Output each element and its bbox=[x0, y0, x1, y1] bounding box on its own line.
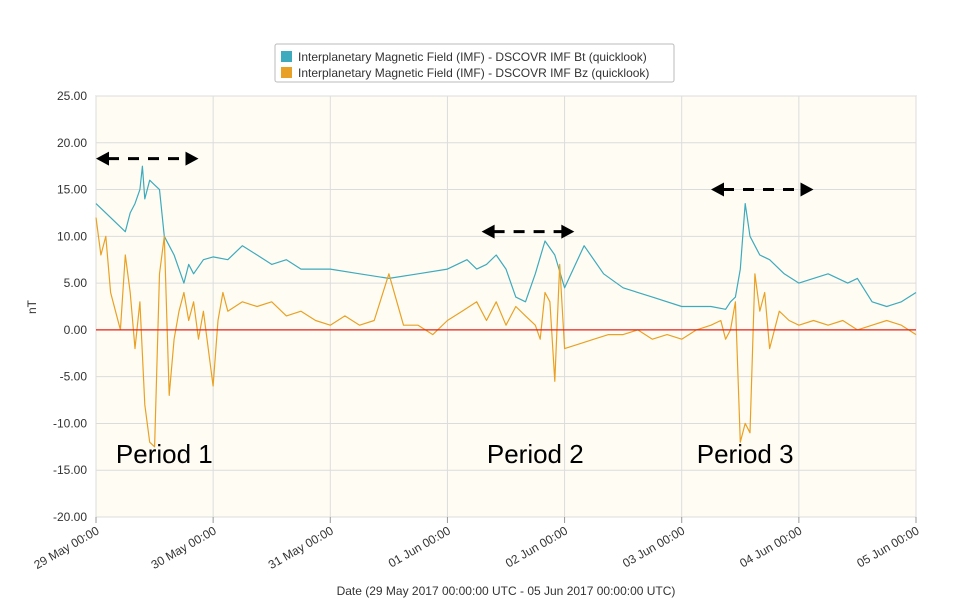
legend-swatch-bt[interactable] bbox=[281, 51, 292, 62]
arrow-right-head bbox=[561, 224, 575, 239]
arrow-left-head bbox=[481, 224, 495, 239]
series-bz-line bbox=[95, 217, 917, 448]
legend-label-bz[interactable]: Interplanetary Magnetic Field (IMF) - DS… bbox=[298, 66, 649, 80]
arrow-right-head bbox=[185, 151, 199, 166]
y-tick-label: -15.00 bbox=[53, 463, 87, 477]
period-2-arrow bbox=[481, 224, 575, 239]
y-tick-label: -10.00 bbox=[53, 416, 87, 430]
y-tick-label: 20.00 bbox=[57, 136, 87, 150]
legend-box bbox=[274, 43, 675, 83]
y-tick-label: 10.00 bbox=[57, 229, 87, 243]
y-tick-label: -20.00 bbox=[53, 510, 87, 524]
y-tick-label: 0.00 bbox=[64, 323, 88, 337]
y-axis-title: nT bbox=[25, 299, 39, 314]
y-tick-label: -5.00 bbox=[60, 370, 88, 384]
arrow-left-head bbox=[711, 182, 724, 197]
series-lines bbox=[95, 165, 917, 448]
period-3-arrow bbox=[711, 182, 814, 197]
legend-swatch-bz[interactable] bbox=[281, 67, 292, 78]
x-axis-title: Date (29 May 2017 00:00:00 UTC - 05 Jun … bbox=[337, 584, 676, 598]
y-tick-label: 5.00 bbox=[64, 276, 88, 290]
arrow-right-head bbox=[800, 182, 814, 197]
y-tick-label: 15.00 bbox=[57, 183, 87, 197]
period-2-label: Period 2 bbox=[487, 439, 584, 469]
legend: Interplanetary Magnetic Field (IMF) - DS… bbox=[274, 43, 675, 83]
period-1-arrow bbox=[96, 151, 199, 166]
period-3-label: Period 3 bbox=[697, 439, 794, 469]
plot-area bbox=[95, 95, 917, 518]
annotations: Period 1 Period 2 Period 3 bbox=[96, 151, 814, 469]
period-1-label: Period 1 bbox=[116, 439, 213, 469]
legend-label-bt[interactable]: Interplanetary Magnetic Field (IMF) - DS… bbox=[298, 50, 647, 64]
arrow-left-head bbox=[96, 151, 109, 166]
series-bt-line bbox=[95, 165, 917, 310]
y-tick-label: 25.00 bbox=[57, 89, 87, 103]
